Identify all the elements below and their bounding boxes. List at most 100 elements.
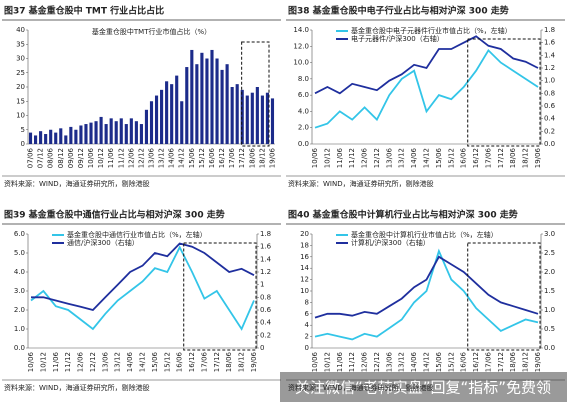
bar xyxy=(250,92,254,144)
bar xyxy=(165,81,169,144)
y2-tick-label: 1.6 xyxy=(544,39,556,47)
x-tick-label: 14/06 xyxy=(410,147,418,168)
x-tick-label: 17/06 xyxy=(200,351,208,372)
x-tick-label: 15/12 xyxy=(163,352,171,372)
y-tick-label: 14.0 xyxy=(293,26,309,34)
x-tick-label: 14/12 xyxy=(423,148,431,168)
legend-label: 基金重仓股中TMT行业市值占比（%） xyxy=(92,27,211,36)
y-tick-label: 2.0 xyxy=(14,306,25,314)
y2-tick-label: 0.6 xyxy=(260,306,272,314)
y-tick-label: 15 xyxy=(16,97,25,105)
y2-tick-label: 1.2 xyxy=(260,268,271,276)
x-tick-label: 10/06 xyxy=(311,351,319,372)
x-tick-label: 19/06 xyxy=(250,351,258,372)
bar xyxy=(220,69,224,144)
x-tick-label: 18/06 xyxy=(509,351,517,372)
x-tick-label: 17/06 xyxy=(484,351,492,372)
bar xyxy=(225,64,229,144)
x-tick-label: 13/06 xyxy=(385,147,393,168)
y2-tick-label: 0.0 xyxy=(544,140,555,148)
x-tick-label: 15/06 xyxy=(435,351,443,372)
y-tick-label: 40 xyxy=(16,26,25,34)
x-tick-label: 18/12 xyxy=(522,148,530,168)
x-tick-label: 14/06 xyxy=(410,351,418,372)
x-tick-label: 10/12 xyxy=(323,352,331,372)
x-tick-label: 10/06 xyxy=(27,351,35,372)
y2-tick-label: 1.5 xyxy=(544,287,555,295)
x-tick-label: 18/12 xyxy=(522,352,530,372)
x-tick-label: 13/12 xyxy=(398,148,406,168)
y2-tick-label: 0.4 xyxy=(544,115,556,123)
bar xyxy=(190,49,194,145)
bar xyxy=(79,125,83,144)
bar xyxy=(175,75,179,144)
y-tick-label: 12.0 xyxy=(293,42,309,50)
x-tick-label: 18/06 xyxy=(225,351,233,372)
y-tick-label: 4 xyxy=(305,321,310,329)
y2-tick-label: 1.4 xyxy=(544,51,556,59)
x-tick-label: 16/12 xyxy=(472,148,480,168)
bar xyxy=(59,128,63,144)
bar xyxy=(74,129,78,144)
x-tick-label: 18/12 xyxy=(238,352,246,372)
y-tick-label: 18 xyxy=(300,241,309,249)
x-tick-label: 07/06 xyxy=(27,147,35,168)
y2-tick-label: 1.8 xyxy=(260,230,271,238)
bar xyxy=(84,124,88,144)
y-tick-label: 16 xyxy=(300,253,309,261)
source: 资料来源：WIND，海通证券研究所，剔除港股 xyxy=(288,383,434,392)
x-tick-label: 09/06 xyxy=(67,147,75,168)
y-tick-label: 10.0 xyxy=(293,59,309,67)
x-tick-label: 17/12 xyxy=(497,148,505,168)
y2-tick-label: 0.5 xyxy=(544,325,555,333)
x-tick-label: 11/06 xyxy=(107,147,115,168)
y-tick-label: 1.0 xyxy=(14,325,25,333)
bar xyxy=(170,84,174,144)
y-tick-label: 6.0 xyxy=(14,230,25,238)
y2-tick-label: 0.6 xyxy=(544,102,556,110)
line xyxy=(314,248,539,341)
y-tick-label: 10 xyxy=(300,287,309,295)
watermark: 关注微信“老韩实盘”回复“指标”免费领 xyxy=(295,379,551,397)
y-tick-label: 10 xyxy=(16,112,25,120)
y-tick-label: 4.0 xyxy=(14,268,25,276)
y-tick-label: 0.0 xyxy=(14,344,25,352)
y-tick-label: 0 xyxy=(21,140,25,148)
bar xyxy=(154,95,159,144)
x-tick-label: 08/06 xyxy=(47,147,55,168)
bar xyxy=(104,124,108,144)
x-tick-label: 14/12 xyxy=(178,148,186,168)
y2-tick-label: 2.5 xyxy=(544,249,555,257)
y2-tick-label: 1.4 xyxy=(260,255,272,263)
bar xyxy=(160,89,164,144)
chart-title: 图38 基金重仓股中电子行业占比与相对沪深 300 走势 xyxy=(288,5,509,17)
x-tick-label: 12/12 xyxy=(137,148,145,168)
y2-tick-label: 0.8 xyxy=(260,293,271,301)
bar xyxy=(33,135,38,144)
line xyxy=(31,242,255,312)
bar xyxy=(195,64,199,144)
source: 资料来源：WIND，海通证券研究所，剔除港股 xyxy=(4,179,150,188)
highlight-box xyxy=(467,38,541,147)
x-tick-label: 19/06 xyxy=(534,147,542,168)
line xyxy=(314,35,539,95)
x-tick-label: 18/12 xyxy=(258,148,266,168)
bar xyxy=(139,124,143,144)
x-tick-label: 11/12 xyxy=(348,352,356,372)
legend-label: 基金重仓股中电子元器件行业市值占比（%，左轴） xyxy=(351,26,512,35)
watermark-bg xyxy=(280,372,567,402)
x-tick-label: 15/06 xyxy=(435,147,443,168)
line xyxy=(314,48,539,129)
y-tick-label: 20 xyxy=(300,230,309,238)
x-tick-label: 16/06 xyxy=(460,147,468,168)
x-tick-label: 10/12 xyxy=(323,148,331,168)
x-tick-label: 14/06 xyxy=(168,147,176,168)
bar xyxy=(149,101,154,144)
x-tick-label: 10/06 xyxy=(311,147,319,168)
y-tick-label: 8 xyxy=(305,298,309,306)
x-tick-label: 12/06 xyxy=(361,351,369,372)
y-tick-label: 6 xyxy=(305,310,310,318)
x-tick-label: 10/06 xyxy=(87,147,95,168)
y2-tick-label: 1.6 xyxy=(260,243,272,251)
legend-label: 电子元器件/沪深300（右轴） xyxy=(351,34,444,43)
